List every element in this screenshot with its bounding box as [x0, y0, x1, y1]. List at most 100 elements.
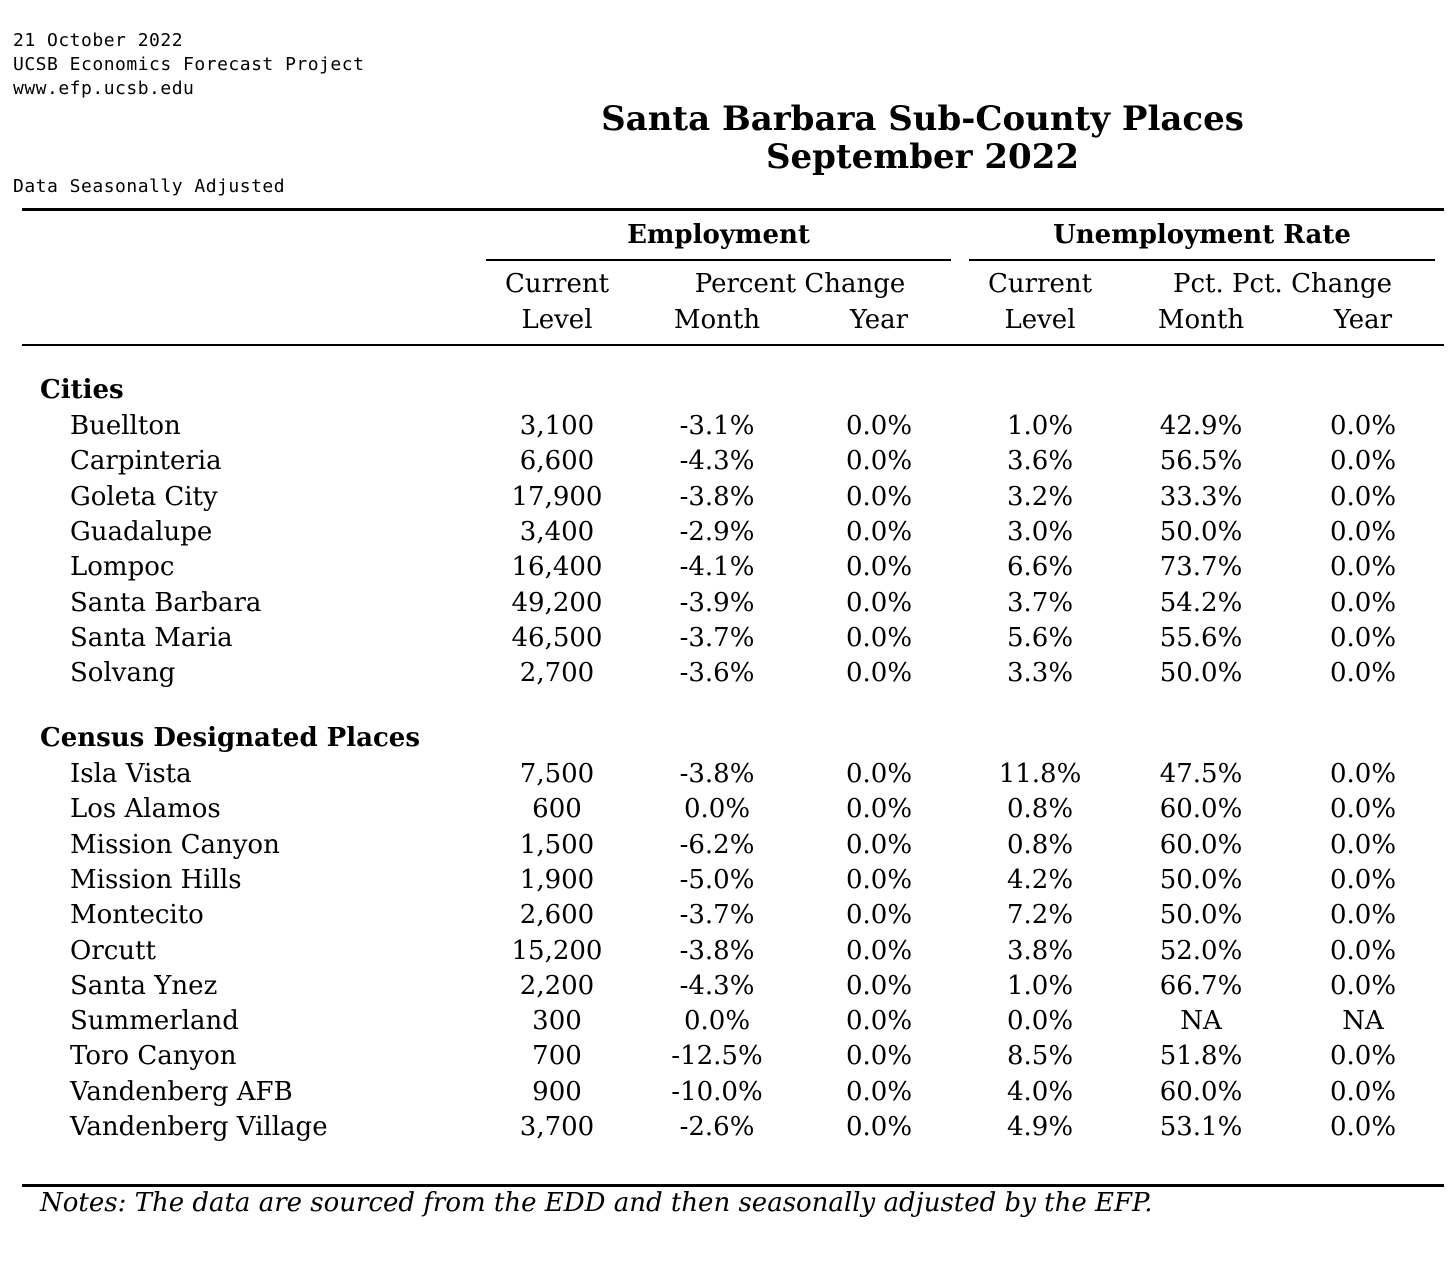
unemployment-rate: 6.6%	[1006, 552, 1074, 583]
table-row: Vandenberg Village 3,700 -2.6% 0.0% 4.9% 53.1…	[0, 1112, 1456, 1147]
employment-month-change: -2.9%	[679, 516, 755, 547]
employment-year-change: 0.0%	[845, 587, 913, 618]
employment-level: 900	[532, 1076, 582, 1107]
unemployment-year-change: 0.0%	[1329, 622, 1397, 653]
place-name: Toro Canyon	[70, 1041, 237, 1072]
unemployment-rate: 1.0%	[1006, 970, 1074, 1001]
unemployment-rate: 0.0%	[1006, 1006, 1074, 1037]
employment-month-change: 0.0%	[683, 794, 751, 825]
unemployment-rate: 4.0%	[1006, 1076, 1074, 1107]
employment-year-change: 0.0%	[845, 516, 913, 547]
table-row: Santa Ynez 2,200 -4.3% 0.0% 1.0% 66.7% 0.0%	[0, 971, 1456, 1006]
place-name: Summerland	[70, 1006, 239, 1037]
place-name: Los Alamos	[70, 794, 221, 825]
employment-level: 1,500	[519, 829, 595, 860]
employment-month-change: -3.8%	[679, 759, 755, 789]
report-date: 21 October 2022	[13, 30, 184, 51]
unemployment-month-change: 50.0%	[1159, 516, 1243, 547]
employment-year-change: 0.0%	[845, 1112, 913, 1142]
unemployment-year-change: 0.0%	[1329, 970, 1397, 1001]
unemployment-rate: 3.8%	[1006, 935, 1074, 966]
ur-pct-change-header: Pct. Pct. Change	[1173, 269, 1392, 299]
place-name: Orcutt	[70, 935, 156, 966]
table-bottom-rule	[22, 1184, 1444, 1187]
unemployment-rate: 4.9%	[1006, 1112, 1074, 1142]
unemployment-month-change: 73.7%	[1159, 552, 1243, 583]
ur-year-header: Year	[1333, 305, 1393, 335]
employment-year-change: 0.0%	[845, 481, 913, 512]
employment-year-change: 0.0%	[845, 1041, 913, 1072]
emp-percent-change-header: Percent Change	[694, 269, 906, 299]
place-name: Montecito	[70, 900, 204, 931]
employment-level: 300	[532, 1006, 582, 1037]
employment-year-change: 0.0%	[845, 829, 913, 860]
organization-name: UCSB Economics Forecast Project	[13, 54, 365, 75]
employment-month-change: 0.0%	[683, 1006, 751, 1037]
table-row: Los Alamos 600 0.0% 0.0% 0.8% 60.0% 0.0%	[0, 794, 1456, 829]
unemployment-month-change: 66.7%	[1159, 970, 1243, 1001]
employment-level: 7,500	[519, 759, 595, 789]
employment-month-change: -10.0%	[671, 1076, 763, 1107]
unemployment-year-change: 0.0%	[1329, 446, 1397, 477]
unemployment-rate: 4.2%	[1006, 864, 1074, 895]
employment-month-change: -4.1%	[679, 552, 755, 583]
employment-year-change: 0.0%	[845, 794, 913, 825]
employment-month-change: -3.8%	[679, 935, 755, 966]
employment-level: 15,200	[511, 935, 603, 966]
unemployment-year-change: 0.0%	[1329, 829, 1397, 860]
seasonal-adjustment-note: Data Seasonally Adjusted	[13, 176, 286, 197]
unemployment-rate: 3.2%	[1006, 481, 1074, 512]
unemployment-rate: 3.6%	[1006, 446, 1074, 477]
unemployment-year-change: 0.0%	[1329, 759, 1397, 789]
unemployment-year-change: 0.0%	[1329, 411, 1397, 441]
place-name: Vandenberg AFB	[70, 1076, 293, 1107]
employment-level: 17,900	[511, 481, 603, 512]
place-name: Solvang	[70, 658, 176, 689]
employment-level: 700	[532, 1041, 582, 1072]
place-name: Vandenberg Village	[70, 1112, 328, 1142]
employment-level: 3,700	[519, 1112, 595, 1142]
table-row: Orcutt 15,200 -3.8% 0.0% 3.8% 52.0% 0.0%	[0, 936, 1456, 971]
table-row: Mission Canyon 1,500 -6.2% 0.0% 0.8% 60.0% 0.0…	[0, 830, 1456, 865]
table-row: Carpinteria 6,600 -4.3% 0.0% 3.6% 56.5% 0.0%	[0, 446, 1456, 481]
employment-level: 2,700	[519, 658, 595, 689]
employment-group-rule	[486, 259, 951, 261]
unemployment-month-change: 55.6%	[1159, 622, 1243, 653]
employment-year-change: 0.0%	[845, 552, 913, 583]
employment-month-change: -4.3%	[679, 446, 755, 477]
section-title-census-places: Census Designated Places	[40, 723, 420, 753]
employment-year-change: 0.0%	[845, 658, 913, 689]
place-name: Guadalupe	[70, 516, 213, 547]
place-name: Santa Barbara	[70, 587, 262, 618]
unemployment-group-header: Unemployment Rate	[1053, 220, 1351, 250]
unemployment-month-change: 47.5%	[1159, 759, 1243, 789]
employment-month-change: -6.2%	[679, 829, 755, 860]
employment-year-change: 0.0%	[845, 411, 913, 441]
table-row: Santa Barbara 49,200 -3.9% 0.0% 3.7% 54.2% 0.0…	[0, 588, 1456, 623]
unemployment-month-change: 56.5%	[1159, 446, 1243, 477]
employment-level: 1,900	[519, 864, 595, 895]
employment-level: 600	[532, 794, 582, 825]
employment-year-change: 0.0%	[845, 622, 913, 653]
ur-level-header: Level	[1004, 305, 1076, 335]
unemployment-month-change: 50.0%	[1159, 900, 1243, 931]
employment-level: 2,200	[519, 970, 595, 1001]
employment-year-change: 0.0%	[845, 970, 913, 1001]
unemployment-rate: 0.8%	[1006, 794, 1074, 825]
employment-level: 49,200	[511, 587, 603, 618]
emp-current-header: Current	[504, 269, 610, 299]
unemployment-year-change: 0.0%	[1329, 587, 1397, 618]
employment-group-header: Employment	[627, 220, 810, 250]
unemployment-rate: 3.3%	[1006, 658, 1074, 689]
unemployment-month-change: NA	[1180, 1006, 1222, 1037]
employment-month-change: -2.6%	[679, 1112, 755, 1142]
unemployment-month-change: 60.0%	[1159, 794, 1243, 825]
employment-month-change: -3.7%	[679, 900, 755, 931]
unemployment-month-change: 52.0%	[1159, 935, 1243, 966]
employment-level: 2,600	[519, 900, 595, 931]
footnote: Notes: The data are sourced from the EDD…	[40, 1188, 1153, 1218]
employment-level: 6,600	[519, 446, 595, 477]
place-name: Mission Canyon	[70, 829, 280, 860]
table-row: Santa Maria 46,500 -3.7% 0.0% 5.6% 55.6% 0.0%	[0, 623, 1456, 658]
unemployment-year-change: 0.0%	[1329, 481, 1397, 512]
